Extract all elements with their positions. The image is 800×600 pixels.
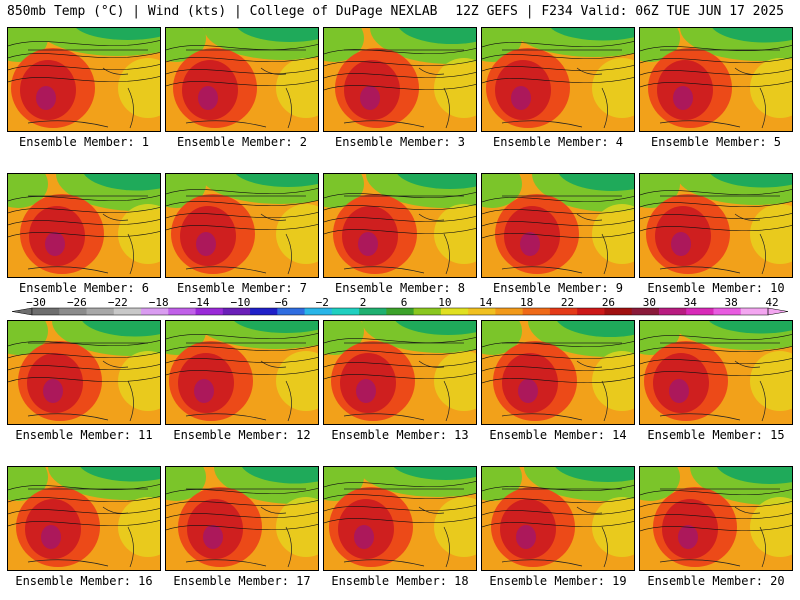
ensemble-member-label: Ensemble Member: 13 [331,428,469,442]
temperature-colorbar: −30 −26 −22 −18 −14 −10 −6 −2 2 6 10 14 18 22 26 30 34 38… [11,296,789,316]
colorbar-swatch [604,308,633,315]
colorbar-tick-label: 22 [561,296,574,309]
colorbar-swatch [386,308,415,315]
ensemble-member-label: Ensemble Member: 15 [647,428,785,442]
colorbar-swatch [250,308,278,315]
ensemble-member-label: Ensemble Member: 19 [489,574,627,588]
colorbar-swatch [222,308,251,315]
colorbar-tick-label: 34 [684,296,698,309]
colorbar-swatch [32,308,60,315]
ensemble-member-label: Ensemble Member: 2 [176,135,308,149]
colorbar-swatch [359,308,387,315]
ensemble-member-map [7,320,161,425]
colorbar-swatch [577,308,605,315]
ensemble-member-label: Ensemble Member: 1 [18,135,150,149]
ensemble-member-map [7,466,161,571]
ensemble-member-label: Ensemble Member: 11 [15,428,153,442]
ensemble-member-map [323,173,477,278]
ensemble-member-map [481,466,635,571]
colorbar-tick-label: 26 [602,296,615,309]
ensemble-member-map [639,173,793,278]
ensemble-member-label: Ensemble Member: 8 [334,281,466,295]
colorbar-swatch [331,308,360,315]
ensemble-member-label: Ensemble Member: 14 [489,428,627,442]
ensemble-member-map [481,27,635,132]
ensemble-member-label: Ensemble Member: 16 [15,574,153,588]
colorbar-left-arrow [11,307,33,316]
colorbar-swatch [495,308,524,315]
colorbar-swatch [440,308,469,315]
colorbar-swatch [658,308,687,315]
ensemble-member-map [323,466,477,571]
ensemble-member-label: Ensemble Member: 17 [173,574,311,588]
colorbar-tick-label: 18 [520,296,533,309]
colorbar-tick-label: −14 [190,296,210,309]
colorbar-tick-label: −2 [316,296,329,309]
colorbar-swatch [631,308,660,315]
ensemble-member-map [7,173,161,278]
ensemble-member-map [323,320,477,425]
colorbar-swatch [549,308,578,315]
colorbar-swatch [59,308,88,315]
ensemble-member-map [639,466,793,571]
colorbar-swatch [468,308,496,315]
ensemble-member-map [165,173,319,278]
colorbar-right-arrow [767,307,789,316]
colorbar-tick-label: −26 [67,296,87,309]
ensemble-member-map [7,27,161,132]
ensemble-member-label: Ensemble Member: 3 [334,135,466,149]
ensemble-member-map [165,466,319,571]
colorbar-swatch [740,308,769,315]
ensemble-member-label: Ensemble Member: 18 [331,574,469,588]
header-left-title: 850mb Temp (°C) | Wind (kts) | College o… [7,4,438,19]
colorbar-swatch [304,308,333,315]
colorbar-tick-label: 42 [765,296,778,309]
colorbar-swatch [168,308,197,315]
ensemble-member-map [323,27,477,132]
colorbar-tick-label: 10 [438,296,451,309]
ensemble-member-map [165,320,319,425]
colorbar-tick-label: −22 [108,296,128,309]
colorbar-swatch [686,308,714,315]
colorbar-tick-label: −30 [26,296,46,309]
colorbar-swatch [141,308,169,315]
ensemble-member-label: Ensemble Member: 4 [492,135,624,149]
colorbar-swatch [413,308,442,315]
colorbar-tick-label: −6 [275,296,288,309]
colorbar-swatch [113,308,142,315]
colorbar-tick-label: 6 [401,296,408,309]
colorbar-tick-label: 2 [360,296,367,309]
ensemble-member-map [165,27,319,132]
colorbar-swatch [277,308,306,315]
colorbar-swatch [522,308,551,315]
colorbar-swatch [713,308,742,315]
ensemble-member-map [639,27,793,132]
colorbar-swatch [86,308,115,315]
ensemble-member-label: Ensemble Member: 7 [176,281,308,295]
ensemble-member-map [481,173,635,278]
colorbar-swatch [195,308,224,315]
colorbar-tick-label: 38 [724,296,737,309]
ensemble-member-label: Ensemble Member: 5 [650,135,782,149]
header-right-title: 12Z GEFS | F234 Valid: 06Z TUE JUN 17 20… [455,4,784,19]
colorbar-tick-label: 30 [643,296,656,309]
ensemble-member-label: Ensemble Member: 9 [492,281,624,295]
ensemble-member-map [639,320,793,425]
ensemble-member-map [481,320,635,425]
ensemble-member-label: Ensemble Member: 6 [18,281,150,295]
ensemble-member-label: Ensemble Member: 20 [647,574,785,588]
colorbar-tick-label: −10 [231,296,251,309]
ensemble-member-label: Ensemble Member: 10 [647,281,785,295]
colorbar-tick-label: −18 [149,296,169,309]
ensemble-member-label: Ensemble Member: 12 [173,428,311,442]
colorbar-tick-label: 14 [479,296,493,309]
